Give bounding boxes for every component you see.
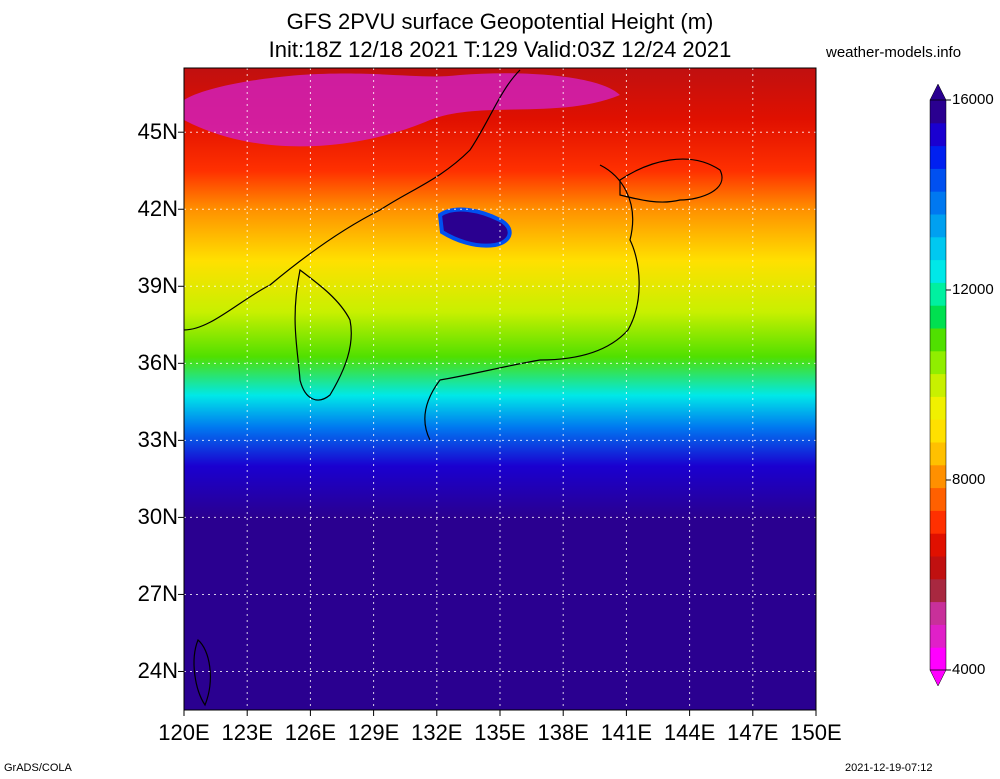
- high-blob-region: [437, 207, 512, 248]
- colorbar-segment: [930, 487, 946, 511]
- site-credit: weather-models.info: [826, 44, 962, 61]
- colorbar-segment: [930, 373, 946, 397]
- colorbar-segment: [930, 282, 946, 306]
- lon-label: 147E: [727, 720, 779, 745]
- lon-label: 129E: [347, 720, 400, 745]
- footer-timestamp: 2021-12-19-07:12: [845, 762, 933, 774]
- lat-label: 36N: [137, 350, 178, 376]
- colorbar-segment: [930, 624, 946, 648]
- lon-label: 126E: [284, 720, 337, 745]
- coastline-mainland: [183, 69, 521, 331]
- colorbar-segment: [930, 305, 946, 329]
- colorbar-label: 8000: [952, 471, 986, 488]
- lat-label: 42N: [137, 196, 178, 222]
- colorbar-segment: [930, 419, 946, 443]
- lat-label: 24N: [137, 658, 178, 684]
- chart-title-line2: Init:18Z 12/18 2021 T:129 Valid:03Z 12/2…: [268, 37, 732, 62]
- lon-ticks: [183, 710, 817, 716]
- colorbar-label: 12000: [952, 281, 994, 298]
- colorbar-segment: [930, 510, 946, 534]
- lon-label: 144E: [663, 720, 716, 745]
- lat-ticks: [178, 131, 184, 672]
- colorbar-segment: [930, 601, 946, 625]
- lat-label: 45N: [137, 119, 178, 145]
- footer-software: GrADS/COLA: [4, 762, 72, 774]
- colorbar-segment: [930, 259, 946, 283]
- colorbar-segment: [930, 328, 946, 352]
- colorbar-label: 4000: [952, 661, 986, 678]
- colorbar-segment: [930, 236, 946, 261]
- colorbar-bottom-arrow: [929, 669, 947, 687]
- lat-label: 39N: [137, 273, 178, 299]
- lon-label: 120E: [158, 720, 210, 745]
- lat-label: 27N: [137, 581, 178, 607]
- colorbar-segment: [930, 533, 946, 557]
- lon-label: 150E: [790, 720, 842, 745]
- colorbar-segment: [930, 556, 946, 580]
- colorbar-segment: [930, 100, 946, 124]
- coastline-korea: [294, 268, 352, 401]
- lon-label: 138E: [537, 720, 589, 745]
- colorbar-segment: [930, 168, 946, 192]
- chart-title-line1: GFS 2PVU surface Geopotential Height (m): [286, 9, 714, 34]
- lon-label: 132E: [411, 720, 463, 745]
- lat-label: 30N: [137, 504, 178, 530]
- colorbar-segment: [930, 578, 946, 603]
- lon-label: 135E: [474, 720, 526, 745]
- colorbar-frame: [929, 99, 947, 671]
- colorbar-segment: [930, 350, 946, 375]
- colorbar-segment: [930, 442, 946, 466]
- gridlines: [184, 68, 816, 710]
- magenta-low-region: [184, 73, 620, 147]
- colorbar-segment: [930, 145, 946, 169]
- coastline-japan: [424, 164, 640, 441]
- lon-label: 141E: [600, 720, 653, 745]
- lon-label: 123E: [221, 720, 273, 745]
- colorbar-segment: [930, 122, 946, 147]
- colorbar-segment: [930, 464, 946, 489]
- lat-label: 33N: [137, 427, 178, 453]
- coastline-taiwan: [193, 639, 211, 707]
- colorbar-segment: [930, 647, 946, 671]
- colorbar-top-arrow: [929, 83, 947, 101]
- colorbar: [929, 83, 951, 687]
- coastline-hokkaido: [619, 158, 723, 203]
- colorbar-label: 16000: [952, 91, 994, 108]
- colorbar-segment: [930, 396, 946, 420]
- colorbar-segment: [930, 214, 946, 238]
- colorbar-segment: [930, 191, 946, 215]
